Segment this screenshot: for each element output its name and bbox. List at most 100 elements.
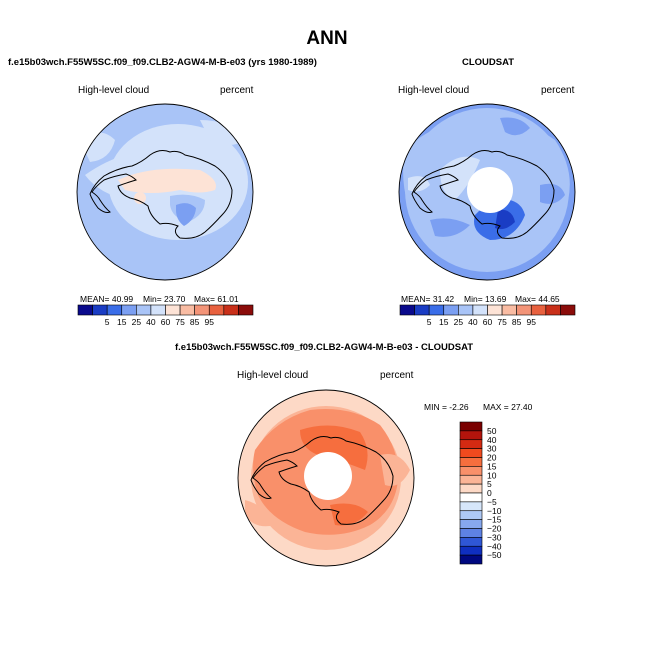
cbar2-tick-label: 5	[427, 317, 432, 327]
cbar1-swatch-5	[150, 304, 166, 316]
cbar1-swatch-6	[165, 304, 181, 316]
panel3-title: f.e15b03wch.F55W5SC.f09_f09.CLB2-AGW4-M-…	[175, 342, 474, 353]
map3-contours	[238, 390, 414, 566]
cbar1-tick-label: 15	[117, 317, 127, 327]
panel1-min: Min= 23.70	[143, 294, 186, 304]
cbar3-swatch-0	[459, 421, 483, 432]
cbar1-swatch-1	[92, 304, 108, 316]
cbar1-swatch-11	[238, 304, 254, 316]
cbar2-swatch-7	[501, 304, 517, 316]
cbar3-swatch-8	[459, 492, 483, 503]
cbar2-tick-label: 40	[468, 317, 478, 327]
cbar3-swatch-11	[459, 519, 483, 529]
panel1-field-label: High-level cloud	[78, 85, 150, 96]
panel3-max: MAX = 27.40	[483, 402, 533, 412]
cbar2-tick-label: 60	[483, 317, 493, 327]
panel2-units-label: percent	[541, 85, 575, 96]
panel3-field-label: High-level cloud	[237, 370, 309, 381]
cbar3-swatch-6	[459, 474, 483, 485]
cbar2-swatch-0	[399, 304, 415, 316]
panel1-units-label: percent	[220, 85, 254, 96]
map2-coastline	[411, 150, 555, 239]
panel1-title: f.e15b03wch.F55W5SC.f09_f09.CLB2-AGW4-M-…	[8, 57, 317, 68]
cbar3-swatch-1	[459, 430, 483, 441]
cbar3-swatch-3	[459, 448, 483, 458]
cbar2-swatch-6	[487, 304, 503, 316]
cbar3-tick-label: −50	[487, 550, 502, 560]
cbar1-swatch-3	[121, 304, 137, 316]
panel3-min: MIN = -2.26	[424, 402, 469, 412]
cbar1-swatch-0	[77, 304, 93, 316]
cbar3-swatch-2	[459, 439, 483, 449]
cbar1-swatch-8	[194, 304, 210, 316]
cbar2-tick-label: 95	[527, 317, 537, 327]
panel1-mean: MEAN= 40.99	[80, 294, 134, 304]
cbar3-tick-label: −15	[487, 515, 502, 525]
cbar2-tick-label: 85	[512, 317, 522, 327]
cbar3-swatch-10	[459, 510, 483, 520]
cbar3-tick-label: 5	[487, 479, 492, 489]
cbar1-swatch-4	[136, 304, 152, 316]
cbar2-tick-label: 75	[497, 317, 507, 327]
panel2-field-label: High-level cloud	[398, 85, 470, 96]
cbar1-tick-label: 85	[190, 317, 200, 327]
panel2-min: Min= 13.69	[464, 294, 507, 304]
cbar1-swatch-7	[179, 304, 195, 316]
map1-frame	[76, 103, 254, 281]
cbar2-swatch-9	[530, 304, 547, 316]
cbar3-swatch-4	[459, 457, 483, 467]
cbar3-swatch-5	[459, 466, 483, 476]
cbar1-tick-label: 95	[205, 317, 215, 327]
cbar1-tick-label: 40	[146, 317, 156, 327]
map3-frame	[237, 389, 415, 567]
cbar1-swatch-2	[106, 304, 123, 316]
cbar1-swatch-9	[208, 304, 225, 316]
cbar1-tick-label: 25	[132, 317, 142, 327]
cbar3-tick-label: 10	[487, 470, 497, 480]
cbar3-tick-label: 40	[487, 435, 497, 445]
cbar2-swatch-2	[428, 304, 445, 316]
cbar3-swatch-13	[459, 537, 483, 547]
cbar2-swatch-1	[414, 304, 430, 316]
cbar1-tick-label: 5	[105, 317, 110, 327]
map1-coastline	[89, 150, 233, 239]
cbar3-swatch-7	[459, 483, 483, 494]
cbar3-swatch-14	[459, 545, 483, 556]
cbar3-tick-label: 30	[487, 444, 497, 454]
cbar2-swatch-3	[443, 304, 459, 316]
colorbar-2: 5 15 25 40 60 75 85 95	[399, 304, 576, 327]
figure-title: ANN	[306, 28, 348, 49]
cbar3-tick-label: 15	[487, 461, 497, 471]
panel2-max: Max= 44.65	[515, 294, 560, 304]
map1-contours	[77, 104, 253, 280]
cbar2-swatch-10	[545, 304, 561, 316]
cbar3-tick-label: 50	[487, 426, 497, 436]
map3-coastline	[250, 436, 394, 525]
cbar3-tick-label: −10	[487, 506, 502, 516]
panel3-units-label: percent	[380, 370, 414, 381]
map2-frame	[398, 103, 576, 281]
cbar3-tick-label: 20	[487, 453, 497, 463]
cbar2-tick-label: 25	[454, 317, 464, 327]
colorbar-1: 5 15 25 40 60 75 85 95	[77, 304, 254, 327]
cbar3-tick-label: −5	[487, 497, 497, 507]
cbar2-swatch-11	[560, 304, 576, 316]
cbar3-tick-label: 0	[487, 488, 492, 498]
cbar3-tick-label: −20	[487, 524, 502, 534]
cbar1-tick-label: 75	[175, 317, 185, 327]
cbar3-tick-label: −40	[487, 541, 502, 551]
cbar2-tick-label: 15	[439, 317, 449, 327]
cbar3-swatch-15	[459, 554, 483, 565]
cbar3-swatch-12	[459, 528, 483, 538]
panel2-title: CLOUDSAT	[462, 57, 515, 68]
cbar2-swatch-4	[458, 304, 474, 316]
cbar3-tick-label: −30	[487, 532, 502, 542]
panel2-mean: MEAN= 31.42	[401, 294, 455, 304]
panel1-max: Max= 61.01	[194, 294, 239, 304]
map2-contours	[399, 104, 575, 280]
cbar2-swatch-8	[516, 304, 532, 316]
cbar1-tick-label: 60	[161, 317, 171, 327]
